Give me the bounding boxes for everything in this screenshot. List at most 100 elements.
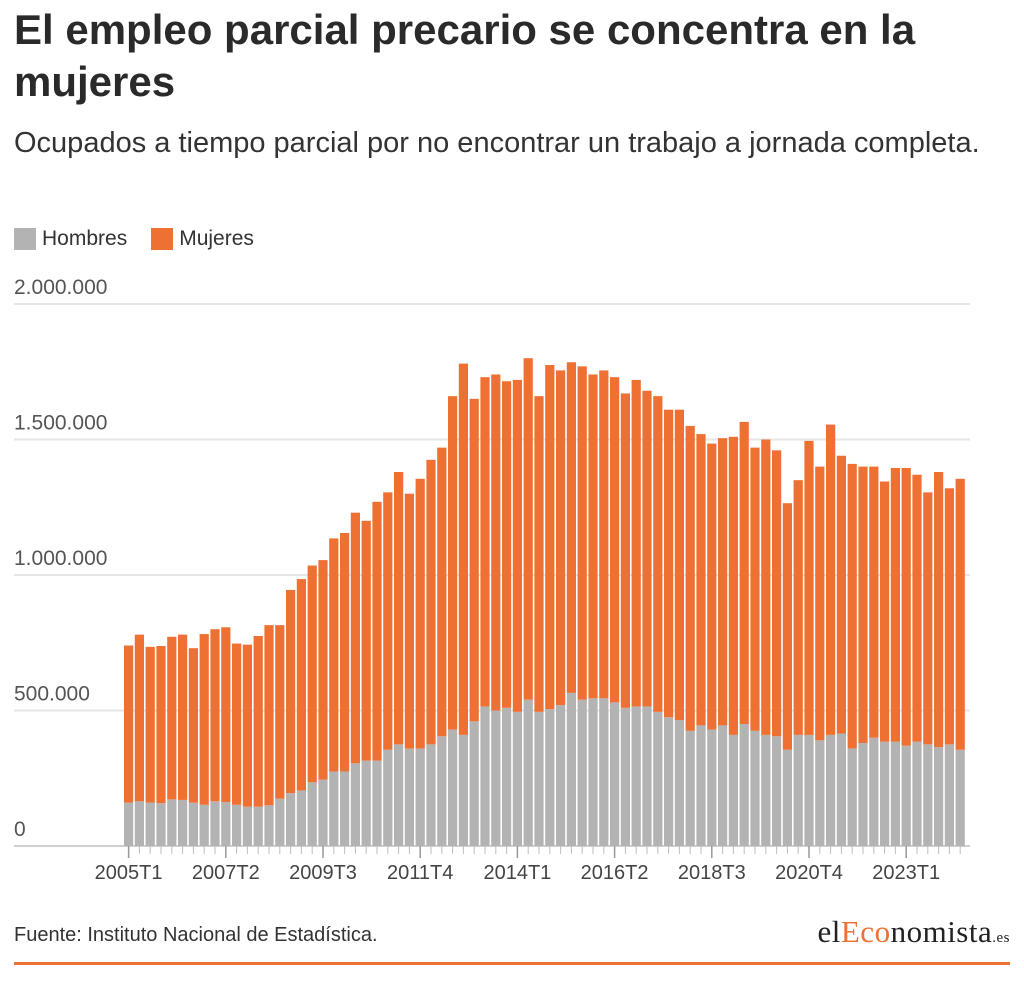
- bar-hombres: [934, 747, 944, 846]
- bar-hombres: [631, 706, 641, 846]
- bar-hombres: [253, 806, 263, 846]
- x-tick-label: 2023T1: [872, 862, 940, 884]
- bar-mujeres: [707, 443, 717, 730]
- bar-mujeres: [901, 467, 911, 746]
- bar-mujeres: [404, 493, 414, 749]
- bar-mujeres: [480, 377, 490, 707]
- chart-title: El empleo parcial precario se concentra …: [14, 6, 916, 105]
- bar-mujeres: [199, 634, 209, 805]
- bar-hombres: [145, 802, 155, 846]
- bar-mujeres: [674, 409, 684, 720]
- y-axis-labels: 0 500.000 1.000.000 1.500.000 2.000.000: [14, 276, 107, 841]
- bar-mujeres: [728, 436, 738, 735]
- x-tick-label: 2007T2: [192, 862, 260, 884]
- bar-hombres: [923, 744, 933, 846]
- bar-mujeres: [134, 634, 144, 802]
- bar-hombres: [577, 699, 587, 846]
- bar-mujeres: [340, 532, 350, 772]
- bar-hombres: [134, 801, 144, 846]
- bar-mujeres: [253, 635, 263, 807]
- bar-mujeres: [858, 466, 868, 744]
- bar-mujeres: [912, 474, 922, 742]
- logo-prefix: el: [817, 914, 841, 949]
- bar-mujeres: [361, 520, 371, 761]
- bar-hombres: [318, 779, 328, 846]
- bar-hombres: [286, 793, 296, 846]
- bar-mujeres: [512, 379, 522, 712]
- bar-mujeres: [782, 503, 792, 750]
- bar-hombres: [426, 744, 436, 846]
- legend-item-mujeres: Mujeres: [151, 227, 254, 251]
- bar-hombres: [448, 729, 458, 846]
- bar-mujeres: [296, 579, 306, 791]
- bar-mujeres: [415, 478, 425, 749]
- bar-mujeres: [124, 645, 134, 803]
- bar-hombres: [674, 719, 684, 846]
- bar-mujeres: [664, 409, 674, 718]
- legend-item-hombres: Hombres: [14, 227, 127, 251]
- bar-mujeres: [642, 390, 652, 707]
- bar-hombres: [826, 734, 836, 846]
- logo-accent: Eco: [840, 914, 891, 949]
- bar-hombres: [512, 711, 522, 846]
- bar-mujeres: [696, 434, 706, 726]
- bar-mujeres: [761, 439, 771, 735]
- chart-subtitle: Ocupados a tiempo parcial por no encontr…: [14, 127, 980, 159]
- footer-divider: [14, 962, 1010, 965]
- bar-hombres: [739, 724, 749, 846]
- bar-hombres: [415, 748, 425, 846]
- x-tick-label: 2005T1: [95, 862, 163, 884]
- y-tick-label: 0: [14, 818, 26, 841]
- bar-mujeres: [934, 472, 944, 748]
- bar-mujeres: [685, 425, 695, 731]
- bar-hombres: [167, 799, 177, 846]
- bar-hombres: [340, 771, 350, 846]
- bar-hombres: [232, 804, 242, 846]
- bar-hombres: [361, 760, 371, 846]
- bar-mujeres: [264, 625, 274, 806]
- bar-hombres: [890, 741, 900, 846]
- bar-hombres: [815, 740, 825, 846]
- bar-mujeres: [793, 480, 803, 735]
- bar-hombres: [469, 721, 479, 846]
- bar-mujeres: [221, 627, 231, 803]
- bar-mujeres: [167, 636, 177, 800]
- bar-mujeres: [718, 438, 728, 726]
- bar-hombres: [696, 725, 706, 846]
- bar-hombres: [329, 771, 339, 846]
- bar-hombres: [901, 745, 911, 846]
- bar-mujeres: [210, 629, 220, 802]
- bar-hombres: [480, 706, 490, 846]
- bar-hombres: [566, 692, 576, 846]
- bar-hombres: [955, 749, 965, 846]
- bar-hombres: [761, 734, 771, 846]
- bar-hombres: [523, 699, 533, 846]
- x-tick-label: 2014T1: [483, 862, 551, 884]
- bar-mujeres: [448, 396, 458, 730]
- bar-hombres: [610, 702, 620, 846]
- bar-hombres: [178, 799, 188, 846]
- bar-mujeres: [944, 488, 954, 745]
- bar-hombres: [296, 790, 306, 846]
- bar-hombres: [664, 717, 674, 846]
- bar-hombres: [653, 711, 663, 846]
- bar-mujeres: [890, 467, 900, 742]
- legend-swatch-hombres: [14, 228, 36, 250]
- bar-mujeres: [566, 362, 576, 693]
- bar-hombres: [718, 725, 728, 846]
- bar-hombres: [242, 806, 252, 846]
- bar-mujeres: [426, 459, 436, 745]
- bar-hombres: [599, 698, 609, 846]
- bar-hombres: [588, 698, 598, 846]
- legend-label-hombres: Hombres: [42, 227, 128, 250]
- bar-hombres: [869, 737, 879, 846]
- bar-hombres: [264, 805, 274, 846]
- bar-hombres: [156, 803, 166, 846]
- bar-mujeres: [394, 472, 404, 745]
- bar-mujeres: [620, 393, 630, 708]
- bar-mujeres: [275, 625, 285, 799]
- bar-mujeres: [156, 646, 166, 804]
- bar-mujeres: [329, 538, 339, 772]
- chart-legend: Hombres Mujeres: [14, 227, 278, 251]
- bar-mujeres: [653, 396, 663, 712]
